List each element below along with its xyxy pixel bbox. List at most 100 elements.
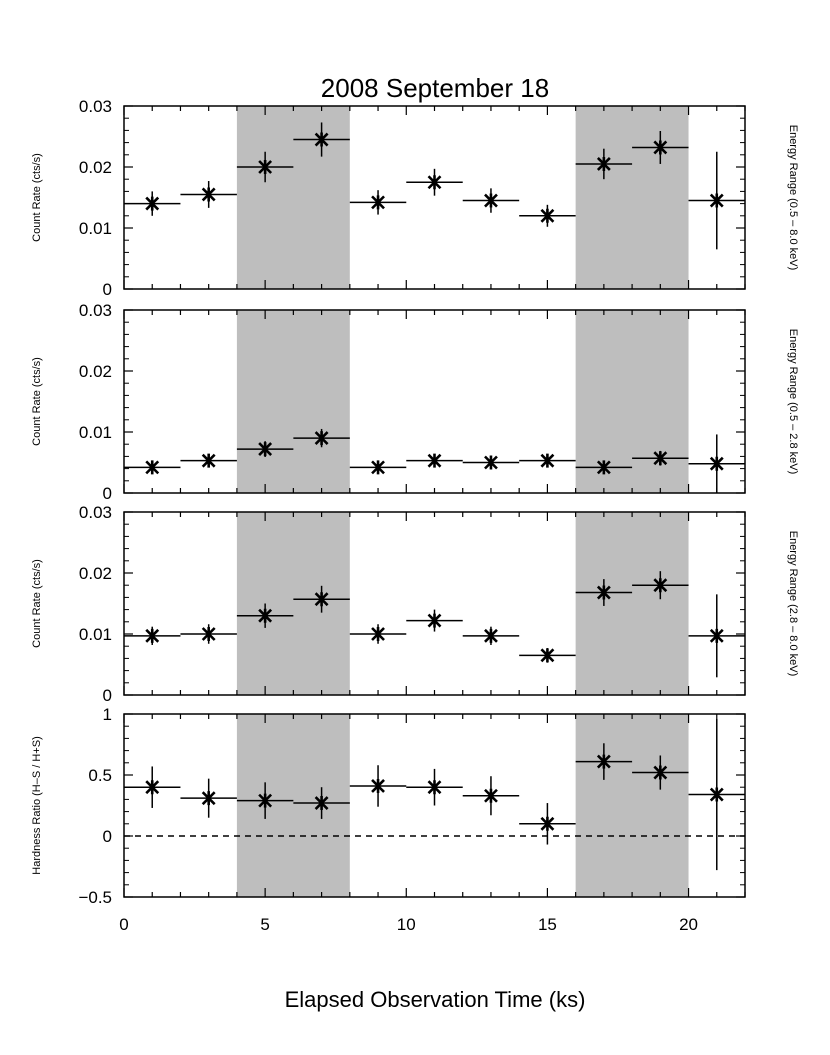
y-tick-label: 0.03 [79,301,112,320]
data-point [293,585,350,613]
shaded-interval [575,512,689,695]
shaded-interval [575,106,689,289]
data-point [688,434,745,493]
x-tick-label: 0 [119,915,128,934]
y-tick-label: 0.03 [79,97,112,116]
data-point [349,190,407,215]
asterisk-marker [371,195,385,210]
asterisk-marker [371,460,385,475]
data-point [575,579,633,606]
panel-1: 0 0.01 0.02 0.03 Count Rate (cts/s) Energy Ra… [31,97,799,299]
data-point [632,755,689,790]
data-point [180,181,237,208]
asterisk-marker [484,193,498,208]
data-point [462,626,520,645]
asterisk-marker [596,460,611,475]
y-tick-label: 0.01 [79,423,112,442]
asterisk-marker [258,608,273,623]
shaded-interval [236,310,350,493]
panel-3: 0 0.01 0.02 0.03 Count Rate (cts/s) Energy Ra… [31,503,799,705]
asterisk-marker [427,780,442,795]
asterisk-marker [540,816,555,831]
x-tick-label: 5 [260,915,269,934]
data-point [406,168,463,196]
data-point [124,766,181,808]
asterisk-marker [709,787,724,802]
data-point [124,191,181,216]
y-tick-label: 0.03 [79,503,112,522]
data-point [124,460,181,475]
x-tick-label: 10 [397,915,416,934]
asterisk-marker [371,778,385,793]
asterisk-marker [201,187,216,202]
asterisk-marker [314,132,329,147]
panels: 0 0.01 0.02 0.03 Count Rate (cts/s) Energy Ra… [31,97,799,934]
asterisk-marker [314,592,329,607]
x-tick-label: 20 [679,915,698,934]
asterisk-marker [258,442,273,457]
energy-range-label: Energy Range (0.5 – 8.0 keV) [787,125,799,271]
asterisk-marker [653,140,668,155]
asterisk-marker [201,627,216,641]
data-point [349,460,407,475]
asterisk-marker [596,156,611,171]
data-point [462,455,520,470]
data-point [575,743,633,780]
y-tick-label: 0.02 [79,564,112,583]
asterisk-marker [371,627,385,641]
data-point [575,148,633,180]
asterisk-marker [145,460,160,475]
asterisk-marker [484,455,498,470]
asterisk-marker [540,648,555,663]
y-axis-label: Hardness Ratio (H–S / H+S) [31,736,43,874]
data-point [519,648,576,663]
data-point [293,787,350,819]
x-axis-title: Elapsed Observation Time (ks) [285,987,586,1012]
data-point [349,765,407,807]
asterisk-marker [258,160,273,174]
data-point [236,441,294,458]
asterisk-marker [314,796,329,811]
data-point [519,204,576,227]
data-point [236,151,294,183]
asterisk-marker [596,754,611,769]
panel-4: −0.5 0 0.5 1 Hardness Ratio (H–S / H+S) [31,705,746,907]
y-tick-label: 0 [103,827,112,846]
y-tick-label: −0.5 [78,888,112,907]
data-point [632,571,689,600]
asterisk-marker [201,791,216,806]
asterisk-marker [427,453,442,468]
asterisk-marker [145,196,160,211]
y-axis-label: Count Rate (cts/s) [31,357,43,446]
data-point [180,778,237,818]
panel-2: 0 0.01 0.02 0.03 Count Rate (cts/s) Energy Ra… [31,301,799,503]
y-tick-label: 0.02 [79,158,112,177]
data-point [575,460,633,475]
y-tick-label: 1 [103,705,112,724]
data-point [519,803,576,845]
asterisk-marker [653,765,668,780]
y-tick-label: 0.5 [88,766,112,785]
data-point [688,718,745,871]
shaded-interval [236,106,350,289]
shaded-interval [575,310,689,493]
asterisk-marker [540,453,555,468]
asterisk-marker [596,585,611,600]
asterisk-marker [258,793,273,808]
data-point [462,776,520,816]
shaded-interval [575,714,689,897]
data-point [406,609,463,632]
y-axis-label: Count Rate (cts/s) [31,153,43,242]
shaded-interval [236,714,350,897]
asterisk-marker [427,613,442,628]
shaded-interval [236,512,350,695]
data-point [293,428,350,448]
y-tick-label: 0.01 [79,625,112,644]
data-point [688,594,745,678]
asterisk-marker [201,453,216,468]
data-point [293,122,350,157]
y-tick-label: 0.02 [79,362,112,381]
chart-title: 2008 September 18 [321,73,549,103]
data-point [406,768,463,806]
asterisk-marker [653,578,668,593]
